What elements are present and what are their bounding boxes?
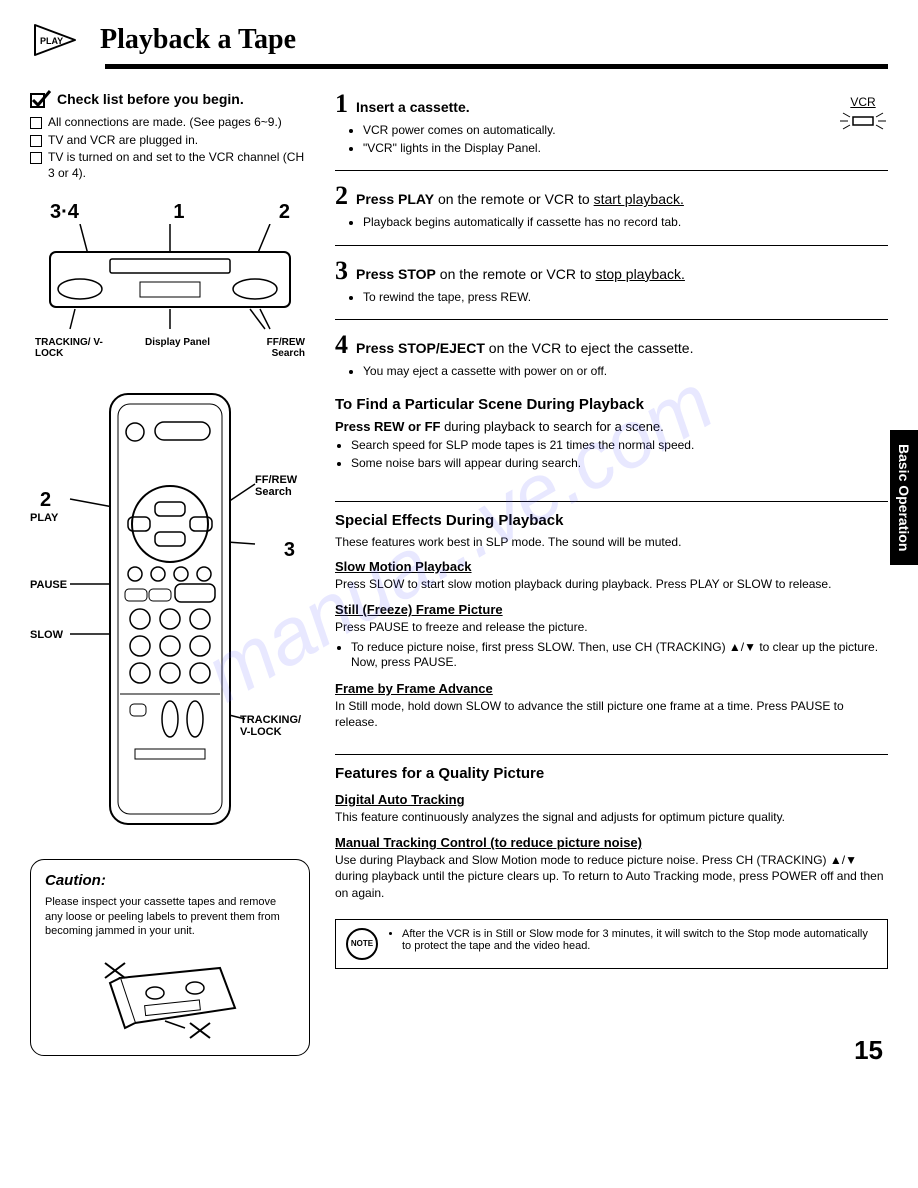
checkbox-icon (30, 117, 42, 129)
step-4: 4 Press STOP/EJECT on the VCR to eject t… (335, 330, 888, 380)
divider (335, 170, 888, 171)
feature-title: Still (Freeze) Frame Picture (335, 602, 888, 617)
quality-heading: Features for a Quality Picture (335, 765, 888, 782)
caution-box: Caution: Please inspect your cassette ta… (30, 859, 310, 1056)
remote-diagram: 2 PLAY PAUSE SLOW FF/REW Search 3 TRACKI… (30, 384, 310, 844)
checkmark-icon (30, 89, 52, 109)
step-2: 2 Press PLAY on the remote or VCR to sta… (335, 181, 888, 231)
feature-text: This feature continuously analyzes the s… (335, 809, 888, 825)
step-1: 1 Insert a cassette. VCR power comes on … (335, 89, 888, 156)
feature-text: Press SLOW to start slow motion playback… (335, 576, 888, 592)
title-bar (105, 64, 888, 69)
svg-text:PLAY: PLAY (40, 36, 63, 46)
side-tab: Basic Operation (890, 430, 918, 565)
page-number: 15 (854, 1035, 883, 1066)
scene-search-heading: To Find a Particular Scene During Playba… (335, 396, 888, 413)
feature-text: In Still mode, hold down SLOW to advance… (335, 698, 888, 730)
page-title: Playback a Tape (100, 24, 296, 56)
feature-text: Use during Playback and Slow Motion mode… (335, 852, 888, 901)
caution-text: Please inspect your cassette tapes and r… (45, 895, 295, 938)
feature-bullet: To reduce picture noise, first press SLO… (351, 640, 888, 671)
right-column: 1 Insert a cassette. VCR power comes on … (335, 89, 888, 1056)
divider (335, 319, 888, 320)
scene-search-bullets: Search speed for SLP mode tapes is 21 ti… (351, 438, 888, 471)
caution-title: Caution: (45, 872, 295, 889)
scene-search-instruction: Press REW or FF during playback to searc… (335, 419, 888, 434)
feature-title: Manual Tracking Control (to reduce pictu… (335, 835, 888, 850)
checklist-item: All connections are made. (See pages 6~9… (30, 115, 310, 131)
checkbox-icon (30, 152, 42, 164)
vcr-light-indicator: VCR (838, 95, 888, 137)
special-effects-heading: Special Effects During Playback (335, 512, 888, 529)
play-icon: PLAY (30, 20, 85, 60)
checklist-item: TV and VCR are plugged in. (30, 133, 310, 149)
checkbox-icon (30, 135, 42, 147)
feature-title: Digital Auto Tracking (335, 792, 888, 807)
divider (335, 245, 888, 246)
checklist-header: Check list before you begin. (30, 89, 310, 109)
feature-text: Press PAUSE to freeze and release the pi… (335, 619, 888, 635)
cassette-icon (90, 948, 250, 1043)
note-box: NOTE After the VCR is in Still or Slow m… (335, 919, 888, 969)
left-column: Check list before you begin. All connect… (30, 89, 310, 1056)
note-icon: NOTE (346, 928, 378, 960)
feature-title: Slow Motion Playback (335, 559, 888, 574)
header: PLAY Playback a Tape (30, 20, 888, 60)
special-effects-subtitle: These features work best in SLP mode. Th… (335, 535, 888, 549)
vcr-diagram: 3·4 1 2 TRACKING/ V-LOCK Display (30, 201, 310, 359)
divider (335, 501, 888, 502)
checklist-item: TV is turned on and set to the VCR chann… (30, 150, 310, 181)
feature-title: Frame by Frame Advance (335, 681, 888, 696)
divider (335, 754, 888, 755)
step-3: 3 Press STOP on the remote or VCR to sto… (335, 256, 888, 306)
